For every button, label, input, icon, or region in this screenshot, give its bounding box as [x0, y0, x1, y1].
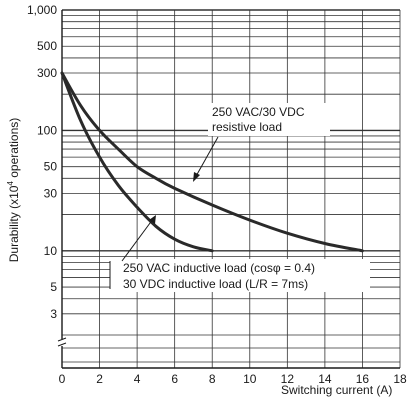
- resistive-label-box: [208, 103, 330, 136]
- x-tick-labels: 0 2 4 6 8 10 12 14 16 18: [59, 372, 407, 386]
- axis-break-mark: [57, 342, 67, 347]
- x-tick-label: 6: [171, 372, 178, 386]
- axes: [57, 10, 400, 369]
- y-tick-label: 1,000: [27, 3, 57, 17]
- inductive-label-arrow-shaft: [121, 218, 154, 262]
- y-tick-labels: 3 5 10 30 50 100 300 500 1,000: [27, 3, 57, 321]
- inductive-load-annotation: 250 VAC inductive load (cosφ = 0.4) 30 V…: [109, 215, 370, 292]
- axis-break-gap: [58, 339, 66, 346]
- y-tick-label: 50: [44, 160, 58, 174]
- x-tick-label: 2: [96, 372, 103, 386]
- axis-break-mark: [57, 337, 67, 342]
- x-tick-label: 18: [393, 372, 407, 386]
- resistive-label-line-1: 250 VAC/30 VDC: [212, 105, 305, 119]
- y-axis-title-tail: operations): [7, 118, 21, 181]
- resistive-label-arrow-shaft: [194, 136, 219, 179]
- grid: [62, 9, 401, 368]
- y-tick-label: 5: [50, 280, 57, 294]
- y-axis-title-superscript: 4: [6, 181, 15, 186]
- x-axis-title: Switching current (A): [281, 383, 392, 397]
- y-tick-label: 30: [44, 186, 58, 200]
- x-tick-label: 4: [134, 372, 141, 386]
- resistive-label-line-2: resistive load: [212, 120, 282, 134]
- x-tick-label: 0: [59, 372, 66, 386]
- y-axis-title: Durability (x104 operations): [6, 118, 21, 263]
- resistive-label-arrowhead: [193, 172, 200, 182]
- inductive-label-line-1: 250 VAC inductive load (cosφ = 0.4): [123, 261, 315, 275]
- y-axis-title-main: Durability (x10: [7, 185, 21, 262]
- y-tick-label: 300: [37, 66, 57, 80]
- resistive-load-annotation: 250 VAC/30 VDC resistive load: [193, 103, 330, 182]
- inductive-load-curve: [60, 71, 214, 253]
- x-tick-label: 16: [356, 372, 370, 386]
- x-tick-label: 8: [209, 372, 216, 386]
- y-tick-label: 3: [50, 307, 57, 321]
- y-tick-label: 100: [37, 123, 57, 137]
- x-tick-label: 14: [318, 372, 332, 386]
- y-tick-label: 10: [44, 244, 58, 258]
- x-tick-label: 12: [281, 372, 295, 386]
- resistive-load-curve: [60, 71, 364, 253]
- inductive-label-box: [110, 259, 370, 292]
- series-lines: [60, 71, 364, 253]
- x-tick-label: 10: [243, 372, 257, 386]
- inductive-label-arrowhead: [149, 215, 156, 224]
- y-tick-label: 500: [37, 39, 57, 53]
- inductive-label-line-2: 30 VDC inductive load (L/R = 7ms): [123, 277, 308, 291]
